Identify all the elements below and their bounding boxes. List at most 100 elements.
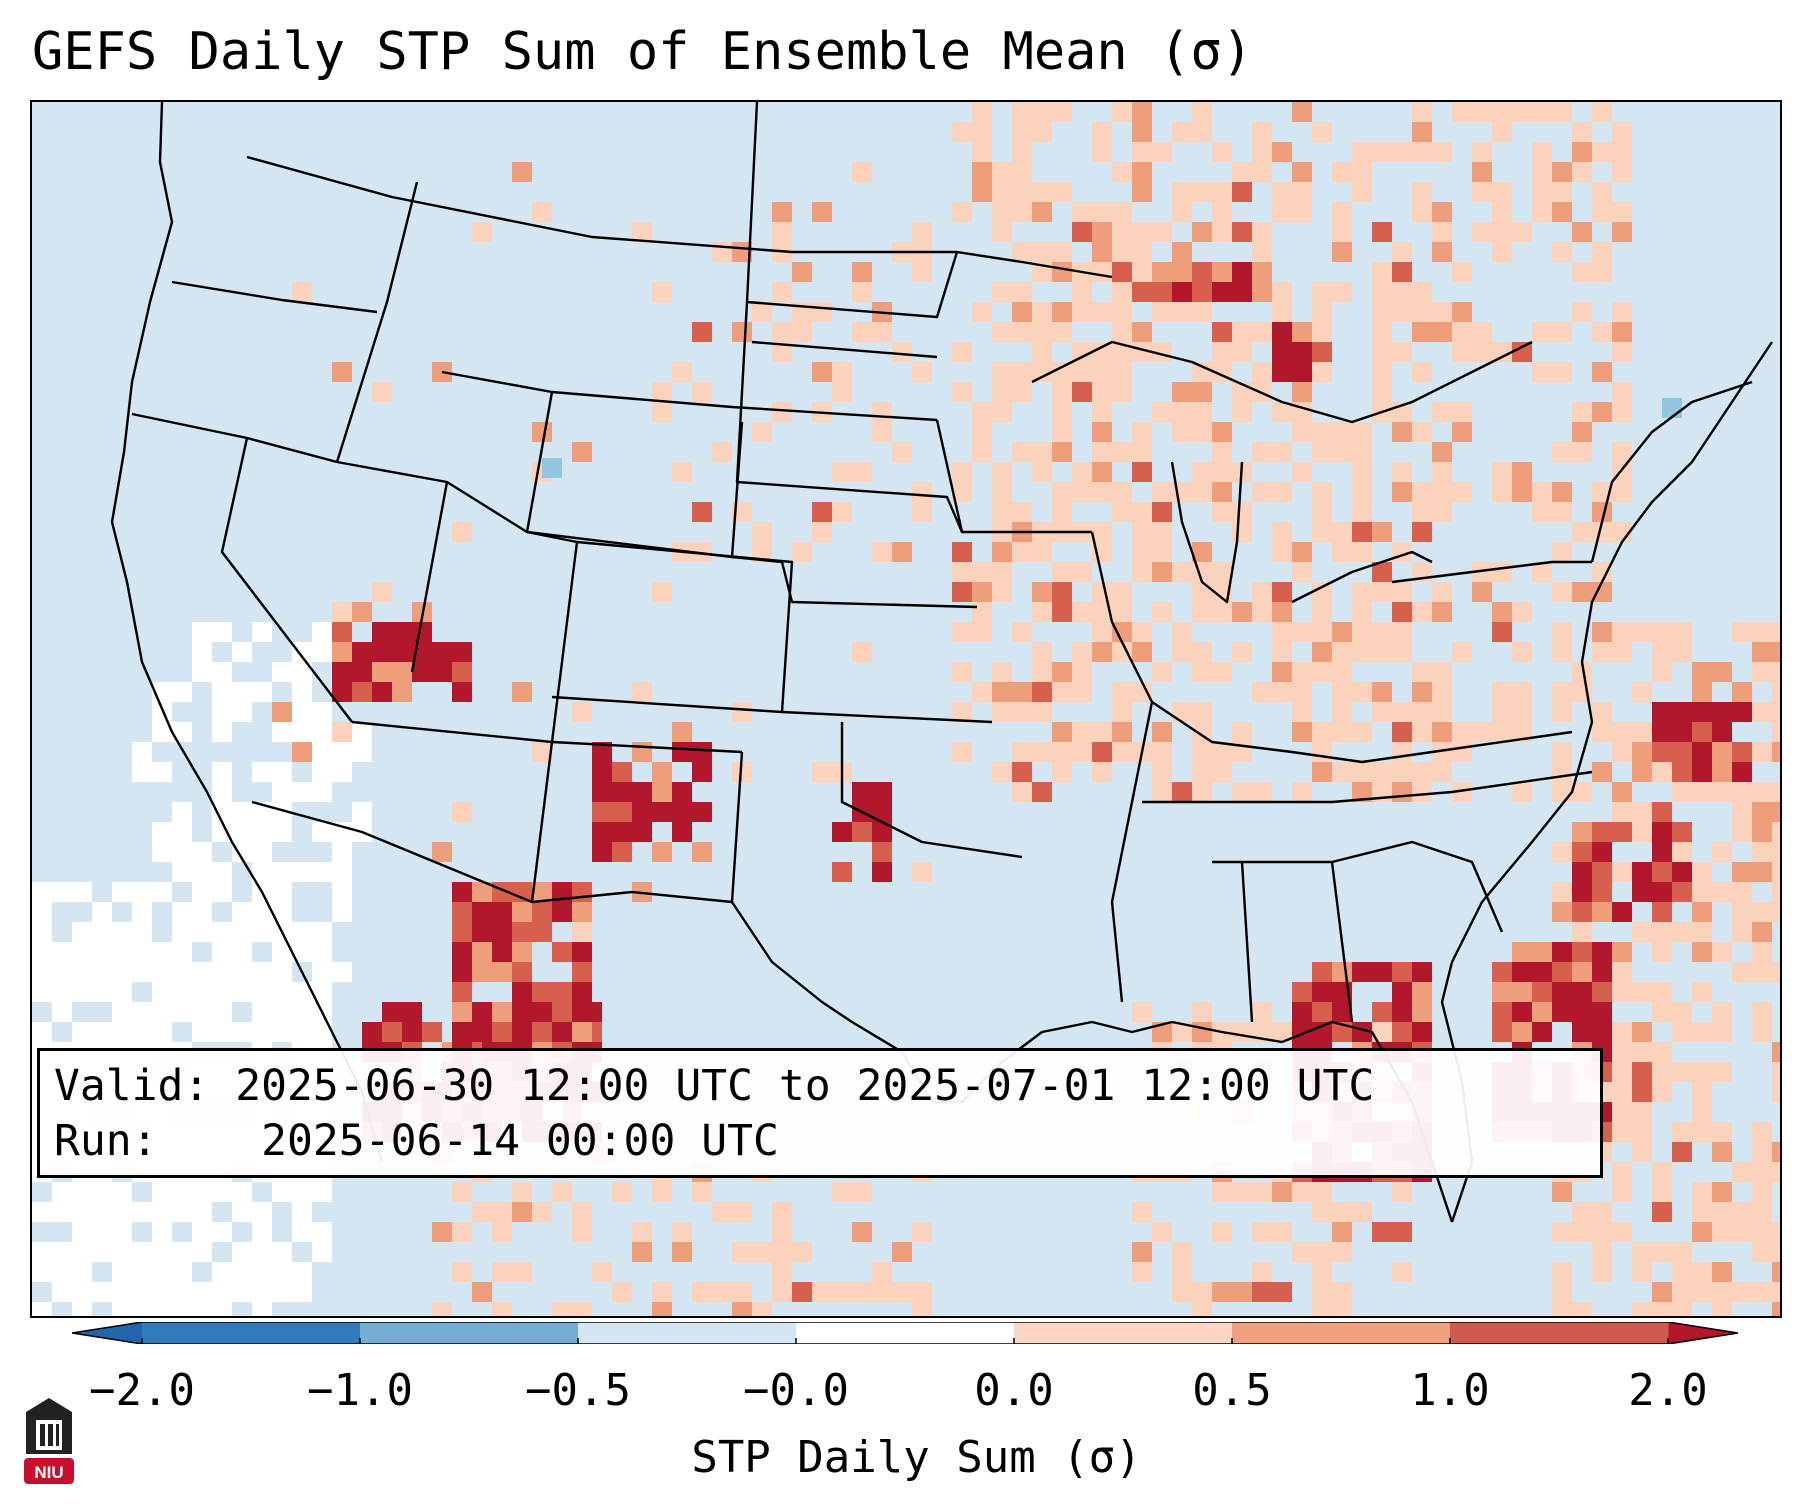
- stp-cell: [1312, 962, 1332, 982]
- stp-cell: [992, 182, 1012, 202]
- stp-cell: [1352, 582, 1372, 602]
- stp-cell: [212, 822, 232, 842]
- stp-cell: [912, 262, 932, 282]
- valid-label: Valid:: [54, 1061, 210, 1111]
- valid-run-info: Valid: 2025-06-30 12:00 UTC to 2025-07-0…: [37, 1048, 1603, 1178]
- stp-cell: [1592, 722, 1612, 742]
- colorbar-tick-label: 2.0: [1628, 1365, 1708, 1416]
- stp-cell: [512, 682, 532, 702]
- stp-cell: [732, 502, 752, 522]
- stp-cell: [1292, 622, 1312, 642]
- stp-cell: [1632, 1262, 1652, 1282]
- stp-cell: [1212, 442, 1232, 462]
- stp-cell: [1672, 742, 1692, 762]
- stp-cell: [422, 1022, 442, 1042]
- stp-cell: [1332, 722, 1352, 742]
- stp-cell: [1152, 782, 1172, 802]
- stp-cell: [492, 902, 512, 922]
- stp-cell: [1132, 182, 1152, 202]
- colorbar-extend-high: [1668, 1322, 1738, 1344]
- stp-cell: [1492, 482, 1512, 502]
- stp-cell: [592, 762, 612, 782]
- stp-cell: [152, 982, 172, 1002]
- stp-cell: [1332, 702, 1352, 722]
- stp-cell: [332, 602, 352, 622]
- stp-cell: [1552, 202, 1572, 222]
- stp-cell: [1652, 1242, 1672, 1262]
- stp-cell: [492, 1202, 512, 1222]
- stp-cell: [1592, 402, 1612, 422]
- stp-cell: [612, 802, 632, 822]
- stp-cell: [392, 682, 412, 702]
- stp-cell: [1752, 802, 1772, 822]
- stp-cell: [632, 782, 652, 802]
- stp-cell: [252, 902, 272, 922]
- stp-cell: [152, 722, 172, 742]
- stp-cell: [1472, 142, 1492, 162]
- stp-cell: [1432, 482, 1452, 502]
- stp-cell: [1172, 782, 1192, 802]
- stp-cell: [1772, 1222, 1780, 1242]
- stp-cell: [1452, 342, 1472, 362]
- stp-cell: [1572, 982, 1592, 1002]
- stp-cell: [992, 402, 1012, 422]
- stp-cell: [152, 1242, 172, 1262]
- stp-cell: [752, 1302, 772, 1316]
- stp-cell: [1012, 542, 1032, 562]
- stp-cell: [292, 642, 312, 662]
- stp-cell: [1572, 842, 1592, 862]
- stp-cell: [1752, 1122, 1772, 1142]
- stp-cell: [1592, 242, 1612, 262]
- stp-cell: [1732, 962, 1752, 982]
- stp-cell: [1052, 382, 1072, 402]
- stp-cell: [832, 822, 852, 842]
- stp-cell: [292, 942, 312, 962]
- stp-cell: [1492, 102, 1512, 122]
- stp-cell: [1492, 982, 1512, 1002]
- stp-cell: [212, 682, 232, 702]
- stp-cell: [1752, 842, 1772, 862]
- stp-cell: [452, 902, 472, 922]
- stp-cell: [1272, 302, 1292, 322]
- stp-cell: [1192, 482, 1212, 502]
- stp-cell: [1012, 142, 1032, 162]
- stp-cell: [1072, 222, 1092, 242]
- stp-cell: [472, 902, 492, 922]
- stp-cell: [172, 902, 192, 922]
- stp-cell: [92, 1242, 112, 1262]
- stp-cell: [1532, 142, 1552, 162]
- stp-cell: [1652, 842, 1672, 862]
- stp-cell: [1532, 162, 1552, 182]
- new-england: [1590, 380, 1753, 563]
- stp-cell: [1612, 802, 1632, 822]
- stp-cell: [1312, 422, 1332, 442]
- stp-cell: [1312, 1202, 1332, 1222]
- stp-cell: [552, 982, 572, 1002]
- stp-cell: [1192, 582, 1212, 602]
- stp-cell: [1572, 1202, 1592, 1222]
- stp-cell: [632, 802, 652, 822]
- stp-cell: [1732, 742, 1752, 762]
- ne-ks: [731, 555, 978, 609]
- stp-cell: [1672, 842, 1692, 862]
- stp-cell: [192, 1022, 212, 1042]
- stp-cell: [312, 1182, 332, 1202]
- stp-cell: [1492, 1022, 1512, 1042]
- stp-cell: [1572, 782, 1592, 802]
- stp-cell: [1712, 1022, 1732, 1042]
- stp-cell: [192, 1302, 212, 1316]
- stp-cell: [1052, 582, 1072, 602]
- stp-cell: [292, 722, 312, 742]
- stp-cell: [1212, 662, 1232, 682]
- stp-cell: [1172, 642, 1192, 662]
- stp-cell: [1532, 502, 1552, 522]
- stp-cell: [192, 882, 212, 902]
- stp-cell: [1192, 262, 1212, 282]
- stp-cell: [1172, 1242, 1192, 1262]
- stp-cell: [1512, 462, 1532, 482]
- stp-cell: [1152, 342, 1172, 362]
- stp-cell: [1052, 362, 1072, 382]
- stp-cell: [772, 322, 792, 342]
- stp-cell: [852, 462, 872, 482]
- stp-cell: [812, 302, 832, 322]
